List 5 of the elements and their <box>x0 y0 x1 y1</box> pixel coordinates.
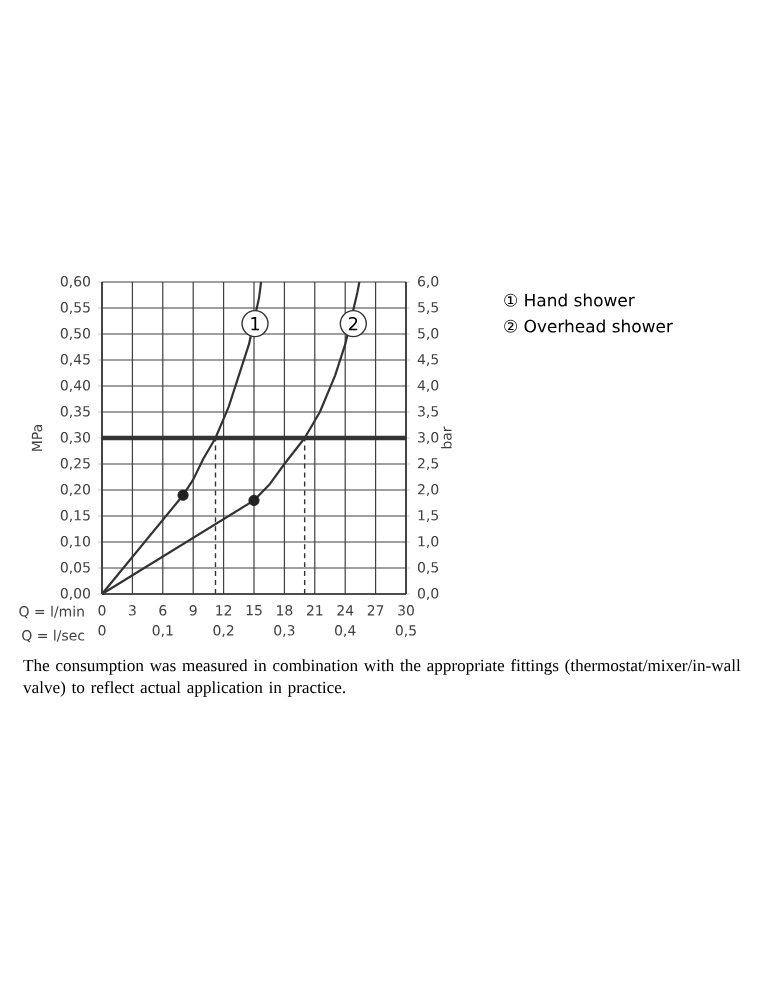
annotation: 1 <box>251 317 260 331</box>
text: ① Hand shower <box>504 293 635 307</box>
text: The consumption was measured in combination with the appropriate fittings (thermostat/mixer/in-wall valve) to reflect actual application in practice. <box>23 659 741 697</box>
text: ② Overhead shower <box>504 319 673 333</box>
annotation: 2 <box>348 316 358 331</box>
